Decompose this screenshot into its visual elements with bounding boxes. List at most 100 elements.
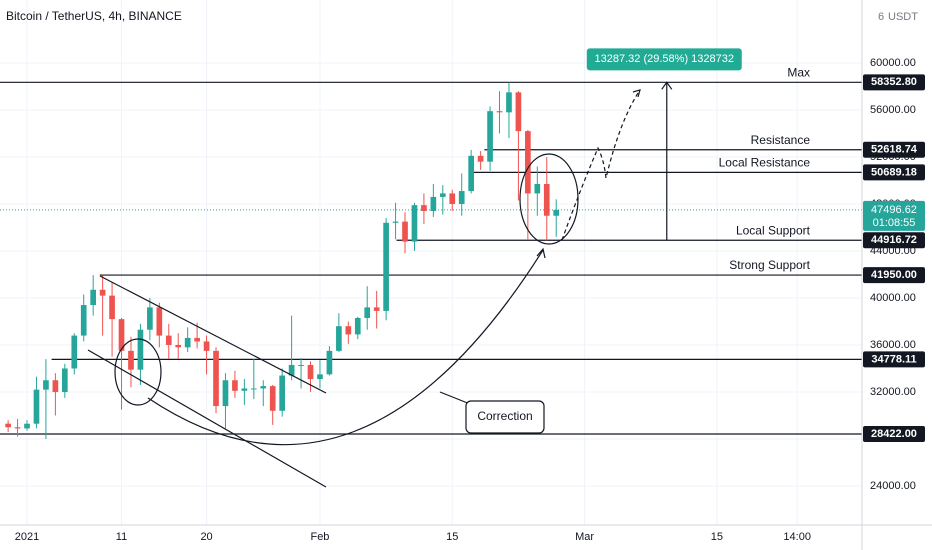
level-label-box	[863, 351, 925, 368]
x-tick-label: 20	[200, 531, 212, 543]
ellipse	[114, 338, 162, 406]
y-tick-label: 60000.00	[870, 57, 916, 69]
candle-body	[14, 427, 21, 429]
candle-body	[194, 337, 200, 342]
corner-text: 6	[878, 11, 884, 23]
candle-body	[496, 111, 503, 113]
candle-body	[99, 289, 106, 296]
candle-body	[184, 337, 191, 348]
projection-arrow	[561, 89, 641, 241]
last-price-label: 47496.62	[871, 204, 917, 216]
x-tick-label: Mar	[575, 531, 594, 543]
candle-body	[392, 221, 399, 223]
level-name: Local Resistance	[719, 156, 811, 170]
callout-pointer	[439, 391, 471, 405]
level-label: 44916.72	[871, 234, 917, 246]
level-name: Resistance	[751, 133, 811, 147]
candle-body	[71, 335, 78, 369]
y-tick-label: 40000.00	[870, 292, 916, 304]
candle-body	[534, 184, 541, 194]
candle-body	[203, 341, 210, 351]
y-tick-label: 24000.00	[870, 480, 916, 492]
measure: 13287.32 (29.58%) 1328732	[586, 48, 742, 241]
candle-body	[33, 389, 40, 424]
candle-body	[118, 319, 125, 351]
level-name: Local Support	[736, 223, 811, 237]
candle-body	[222, 380, 229, 407]
candle-body	[364, 307, 371, 318]
candle-body	[5, 423, 11, 428]
x-tick-label: 11	[116, 531, 127, 543]
ellipse	[519, 153, 579, 245]
chart-title: Bitcoin / TetherUS, 4h, BINANCE	[6, 9, 182, 23]
drawings: Correction	[87, 89, 641, 488]
candle-body	[260, 386, 267, 389]
candle-body	[468, 155, 474, 192]
x-tick-label: Feb	[310, 531, 329, 543]
candle-body	[430, 196, 437, 212]
level-label: 58352.80	[871, 76, 917, 88]
level-name: Max	[787, 66, 810, 80]
candle-body	[326, 350, 333, 375]
trend-line	[87, 349, 327, 488]
callout-box	[465, 400, 545, 434]
level-label-box	[863, 164, 925, 181]
candle-body	[24, 423, 30, 429]
candle-body	[175, 344, 182, 348]
last-price-box	[863, 200, 925, 231]
candle-body	[383, 222, 389, 311]
candle-body	[109, 295, 115, 320]
level-label-box	[863, 267, 925, 284]
arrow-head	[536, 247, 546, 259]
candle-body	[43, 380, 49, 390]
unit-label: USDT	[888, 11, 918, 23]
measure-box	[586, 48, 742, 71]
candle-body	[307, 364, 314, 380]
candle-body	[458, 191, 465, 204]
candle-body	[515, 92, 522, 132]
candle-body	[373, 307, 380, 311]
candle-body	[52, 380, 59, 392]
level-label-box	[863, 426, 925, 443]
y-tick-label: 36000.00	[870, 339, 916, 351]
candle-body	[80, 305, 87, 336]
correction-arc	[147, 249, 544, 446]
level-label: 28422.00	[871, 428, 917, 440]
candle-body	[298, 364, 304, 366]
level-label-box	[863, 74, 925, 91]
x-tick-label: 14:00	[783, 531, 811, 543]
candle-body	[241, 388, 248, 391]
candle-body	[279, 375, 286, 411]
candle-body	[402, 221, 408, 242]
level-label: 41950.00	[871, 269, 917, 281]
y-tick-label: 32000.00	[870, 386, 916, 398]
x-tick-label: 2021	[15, 531, 39, 543]
candle-body	[147, 307, 153, 330]
candle-body	[487, 111, 493, 162]
candle-body	[543, 184, 550, 216]
candle-body	[553, 209, 560, 216]
candle-body	[288, 364, 295, 376]
candle-body	[525, 131, 531, 194]
arrow-head	[632, 89, 641, 98]
candle-body	[354, 317, 361, 335]
x-tick-label: 15	[711, 531, 723, 543]
candle-body	[128, 350, 134, 370]
candle-body	[137, 329, 144, 370]
y-tick-label: 56000.00	[870, 104, 916, 116]
candle-body	[250, 388, 257, 390]
candle-body	[232, 380, 238, 391]
candles	[5, 82, 560, 439]
level-name: Strong Support	[729, 258, 810, 272]
candle-body	[269, 386, 276, 411]
level-label: 52618.74	[871, 144, 918, 156]
measure-label: 13287.32 (29.58%) 1328732	[595, 53, 734, 65]
candle-body	[336, 326, 342, 351]
candle-body	[61, 368, 68, 392]
candle-body	[411, 205, 418, 242]
candle-body	[439, 193, 446, 197]
candle-body	[213, 350, 219, 407]
candle-body	[449, 193, 456, 204]
trend-line	[99, 275, 327, 394]
